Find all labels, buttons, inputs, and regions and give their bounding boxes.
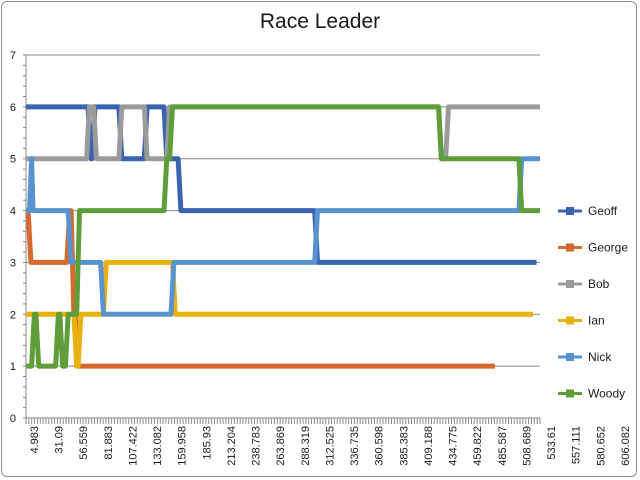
x-tick-label: 263.869 bbox=[275, 426, 287, 466]
x-tick-label: 533.61 bbox=[546, 426, 558, 460]
legend-marker-ian bbox=[566, 316, 574, 325]
x-tick-label: 360.598 bbox=[374, 426, 386, 466]
x-tick-label: 485.587 bbox=[497, 426, 509, 466]
x-tick-label: 31.09 bbox=[54, 426, 66, 454]
x-tick-label: 385.383 bbox=[398, 426, 410, 466]
y-tick-label-7: 7 bbox=[10, 50, 16, 62]
x-tick-label: 459.822 bbox=[472, 426, 484, 466]
legend-label-george: George bbox=[588, 241, 628, 255]
x-tick-label: 133.082 bbox=[152, 426, 164, 466]
legend-label-geoff: Geoff bbox=[588, 204, 618, 218]
x-tick-label: 238.783 bbox=[251, 426, 263, 466]
legend-marker-geoff bbox=[566, 207, 574, 215]
legend-marker-woody bbox=[566, 389, 574, 398]
x-tick-label: 107.422 bbox=[127, 426, 139, 466]
legend-marker-nick bbox=[566, 353, 574, 361]
chart-title: Race Leader bbox=[259, 10, 381, 33]
x-tick-label: 4.983 bbox=[29, 426, 41, 454]
x-tick-label: 185.93 bbox=[201, 426, 213, 460]
x-tick-label: 56.559 bbox=[78, 426, 90, 460]
x-tick-label: 288.319 bbox=[300, 426, 312, 466]
y-tick-label-4: 4 bbox=[10, 206, 16, 218]
x-tick-label: 213.204 bbox=[226, 426, 238, 466]
y-tick-label-5: 5 bbox=[10, 154, 16, 166]
series-line-bob bbox=[26, 104, 540, 162]
x-tick-label: 159.958 bbox=[177, 426, 189, 466]
y-tick-label-2: 2 bbox=[10, 309, 16, 321]
series-line-woody bbox=[26, 104, 540, 369]
series-line-nick bbox=[26, 156, 540, 317]
legend-label-ian: Ian bbox=[588, 314, 605, 328]
x-tick-label: 606.082 bbox=[620, 426, 632, 466]
legend-marker-bob bbox=[566, 280, 574, 288]
legend-label-bob: Bob bbox=[588, 277, 610, 291]
x-tick-label: 312.525 bbox=[324, 426, 336, 466]
x-tick-label: 508.689 bbox=[521, 426, 533, 466]
x-tick-label: 336.735 bbox=[349, 426, 361, 466]
y-tick-label-1: 1 bbox=[10, 361, 16, 373]
legend-label-nick: Nick bbox=[588, 350, 612, 364]
y-tick-label-6: 6 bbox=[10, 102, 16, 114]
series-line-geoff bbox=[26, 104, 537, 265]
series-line-george bbox=[25, 208, 495, 369]
x-tick-label: 557.111 bbox=[571, 426, 583, 464]
x-tick-label: 81.883 bbox=[103, 426, 115, 460]
legend-marker-george bbox=[566, 243, 574, 252]
x-tick-label: 434.775 bbox=[448, 426, 460, 466]
legend-label-woody: Woody bbox=[588, 387, 625, 401]
x-tick-label: 580.652 bbox=[595, 426, 607, 466]
x-tick-label: 409.188 bbox=[423, 426, 435, 466]
y-tick-label-3: 3 bbox=[10, 257, 16, 269]
y-tick-label-0: 0 bbox=[10, 413, 16, 425]
